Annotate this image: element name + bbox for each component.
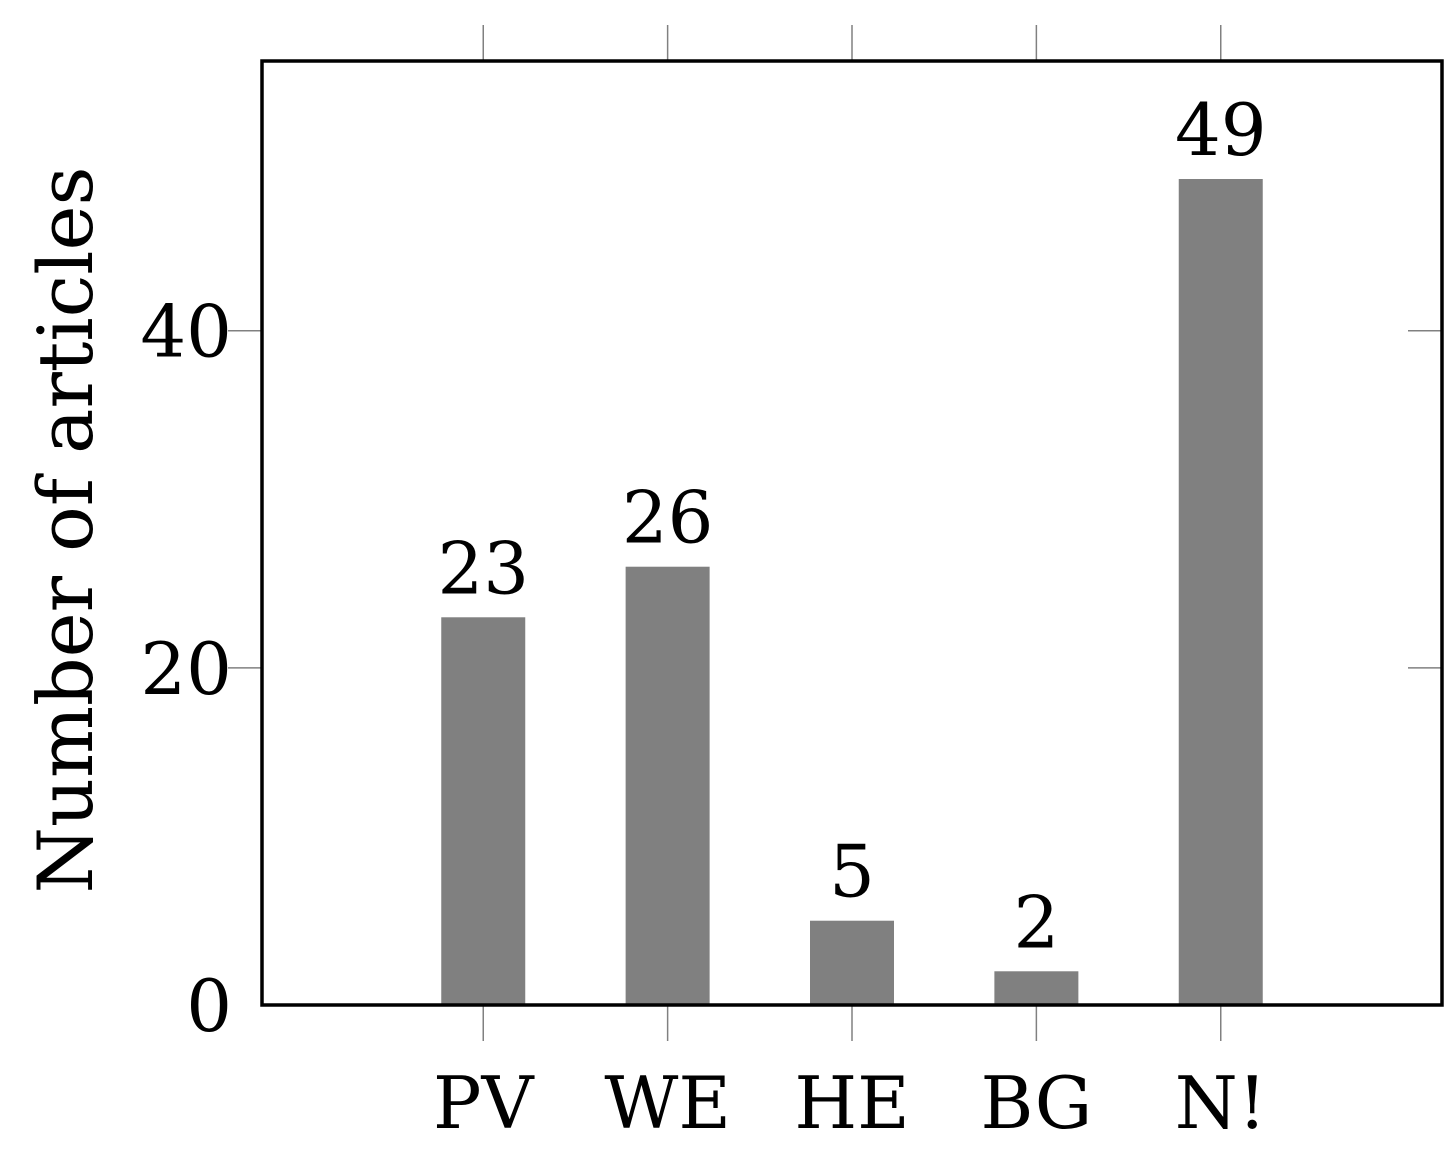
y-tick-label: 20 <box>140 627 232 711</box>
bar-value-label: 23 <box>437 526 529 610</box>
x-category-label: HE <box>794 1061 909 1145</box>
bars <box>441 179 1263 1005</box>
bar-bg <box>994 971 1079 1005</box>
y-tick-label: 0 <box>186 964 232 1048</box>
bar-we <box>625 566 710 1005</box>
y-axis-title: Number of articles <box>21 166 110 893</box>
bar-value-label: 49 <box>1175 88 1267 172</box>
bar-value-label: 5 <box>829 830 875 914</box>
axis-ticks <box>228 25 1442 1041</box>
bar-value-label: 2 <box>1013 880 1059 964</box>
bar-n <box>1178 179 1263 1005</box>
bar-pv <box>441 617 526 1005</box>
y-tick-label: 40 <box>140 290 232 374</box>
x-category-label: PV <box>433 1061 535 1145</box>
bar-value-label: 26 <box>622 476 714 560</box>
bar-he <box>810 920 894 1005</box>
plot-frame <box>260 59 1444 1007</box>
labels: 0 20 40 23 PV 26 WE 5 HE 2 BG 49 N! <box>140 88 1266 1145</box>
x-category-label: BG <box>980 1061 1092 1145</box>
x-category-label: WE <box>604 1061 731 1145</box>
x-category-label: N! <box>1175 1061 1267 1145</box>
